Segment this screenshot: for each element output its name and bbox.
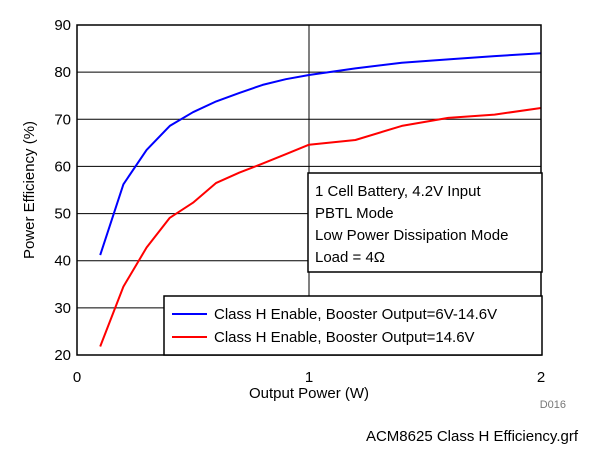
x-tick-label: 2 [537,369,545,386]
annotation-line-4: Load = 4Ω [315,249,385,266]
series-line-blue [99,52,542,256]
y-tick-label: 70 [54,111,71,128]
y-tick-label: 50 [54,206,71,223]
series-layer [99,52,542,347]
annotation-line-2: PBTL Mode [315,205,394,222]
x-tick-label: 0 [73,369,81,386]
y-tick-label: 80 [54,64,71,81]
caption: ACM8625 Class H Efficiency.grf [366,428,579,445]
y-tick-label: 60 [54,158,71,175]
y-tick-label: 20 [54,347,71,364]
y-tick-labels: 20 30 40 50 60 70 80 90 [54,17,71,364]
legend: Class H Enable, Booster Output=6V-14.6V … [163,295,543,356]
y-tick-label: 30 [54,300,71,317]
y-axis-label: Power Efficiency (%) [21,121,38,259]
x-tick-label: 1 [305,369,313,386]
figure-id: D016 [540,399,566,411]
annotation-line-3: Low Power Dissipation Mode [315,227,508,244]
annotation-box: 1 Cell Battery, 4.2V Input PBTL Mode Low… [307,172,543,273]
x-axis-label: Output Power (W) [249,385,369,402]
y-tick-label: 90 [54,17,71,34]
x-tick-labels: 0 1 2 [73,369,545,386]
legend-label-red: Class H Enable, Booster Output=14.6V [214,329,475,346]
annotation-line-1: 1 Cell Battery, 4.2V Input [315,183,481,200]
series-line-red [99,107,542,347]
y-tick-label: 40 [54,253,71,270]
legend-label-blue: Class H Enable, Booster Output=6V-14.6V [214,306,497,323]
